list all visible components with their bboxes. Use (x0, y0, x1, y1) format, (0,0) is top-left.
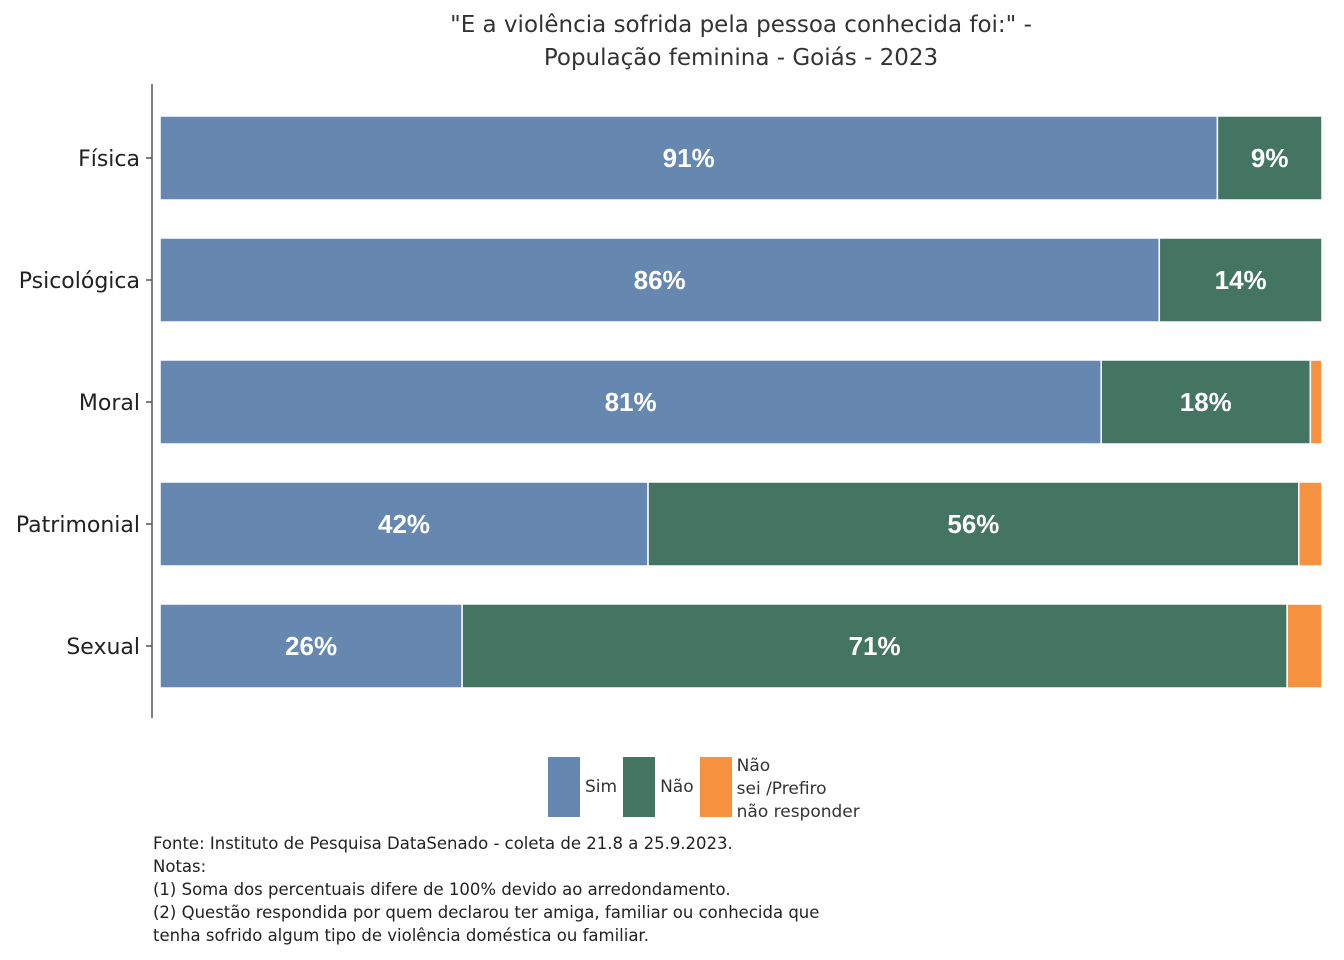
note-2-line-2: tenha sofrido algum tipo de violência do… (153, 926, 649, 945)
bar-psicologica-series-1 (1158, 237, 1323, 323)
legend-item-nao: Não (623, 757, 694, 817)
bar-moral-series-0 (159, 359, 1102, 445)
data-label-moral-series-0: 81% (605, 387, 657, 417)
bar-fisica-series-1 (1216, 115, 1323, 201)
category-label-sexual: Sexual (66, 635, 140, 660)
bar-patrimonial-series-2 (1298, 481, 1323, 567)
legend-swatch-nao-sei (699, 757, 732, 817)
chart-title-line-2: População feminina - Goiás - 2023 (544, 45, 938, 71)
legend: Sim Não Não sei /Prefiro não responder (548, 755, 866, 824)
legend-label-nao: Não (660, 776, 694, 797)
category-label-moral: Moral (79, 391, 140, 416)
data-label-psicologica-series-0: 86% (634, 265, 686, 295)
stacked-bar-chart: "E a violência sofrida pela pessoa conhe… (16, 12, 1323, 718)
category-label-psicologica: Psicológica (19, 269, 140, 294)
data-label-fisica-series-1: 9% (1251, 143, 1289, 173)
category-label-patrimonial: Patrimonial (16, 513, 140, 538)
bar-sexual-series-1 (461, 603, 1288, 689)
bars-group: Física 91% 9% Psicológica 86% 14% Moral 81% 18% P… (16, 115, 1323, 689)
chart-title-line-1: "E a violência sofrida pela pessoa conhe… (450, 12, 1032, 38)
note-2-line-1: (2) Questão respondida por quem declarou… (153, 903, 820, 922)
bar-psicologica-series-0 (159, 237, 1161, 323)
bar-moral-series-2 (1309, 359, 1323, 445)
legend-label-nao-sei-line-3: não responder (736, 802, 860, 822)
data-label-patrimonial-series-1: 56% (947, 509, 999, 539)
source-notes: Fonte: Instituto de Pesquisa DataSenado … (153, 832, 819, 947)
legend-label-nao-sei: Não sei /Prefiro não responder (737, 755, 860, 824)
bar-patrimonial-series-0 (159, 481, 649, 567)
notes-heading: Notas: (153, 857, 207, 876)
legend-item-sim: Sim (548, 757, 617, 817)
bar-sexual-series-2 (1286, 603, 1323, 689)
bar-fisica-series-0 (159, 115, 1219, 201)
source-line: Fonte: Instituto de Pesquisa DataSenado … (153, 834, 733, 853)
data-label-moral-series-1: 18% (1180, 387, 1232, 417)
data-label-fisica-series-0: 91% (663, 143, 715, 173)
data-label-psicologica-series-1: 14% (1215, 265, 1267, 295)
legend-label-nao-sei-line-1: Não (736, 756, 771, 776)
legend-label-sim: Sim (585, 776, 618, 797)
category-label-fisica: Física (78, 147, 140, 172)
note-1: (1) Soma dos percentuais difere de 100% … (153, 880, 731, 899)
legend-item-nao-sei: Não sei /Prefiro não responder (699, 755, 860, 824)
legend-swatch-sim (548, 757, 580, 817)
legend-label-nao-sei-line-2: sei /Prefiro (736, 779, 827, 799)
data-label-sexual-series-1: 71% (849, 631, 901, 661)
data-label-patrimonial-series-0: 42% (378, 509, 430, 539)
data-label-sexual-series-0: 26% (285, 631, 337, 661)
bar-moral-series-1 (1100, 359, 1312, 445)
legend-swatch-nao (623, 757, 656, 817)
bar-sexual-series-0 (159, 603, 463, 689)
